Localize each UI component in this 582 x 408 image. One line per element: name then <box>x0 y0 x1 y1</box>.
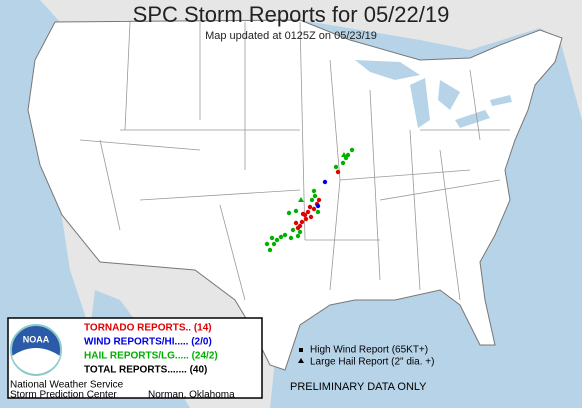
title: SPC Storm Reports for 05/22/19 <box>133 2 450 27</box>
logo-text: NOAA <box>23 334 50 344</box>
state-borders <box>79 21 510 301</box>
agency: National Weather Service <box>10 380 124 391</box>
location: Norman, Oklahoma <box>148 390 235 401</box>
legend-hail: HAIL REPORTS/LG..... (24/2) <box>84 351 218 362</box>
great-lakes <box>355 60 512 128</box>
center: Storm Prediction Center <box>10 390 117 401</box>
notice: PRELIMINARY DATA ONLY <box>290 381 427 393</box>
key-high-wind: High Wind Report (65KT+) <box>310 345 428 356</box>
wind-reports <box>315 179 328 209</box>
high-wind-symbol <box>299 348 303 352</box>
large-hail-symbol <box>298 358 304 363</box>
legend-wind: WIND REPORTS/HI..... (2/0) <box>84 337 212 348</box>
legend-tornado: TORNADO REPORTS.. (14) <box>84 323 212 334</box>
noaa-logo: NOAA <box>10 324 62 376</box>
subtitle: Map updated at 0125Z on 05/23/19 <box>205 30 377 42</box>
hail-reports <box>264 147 355 253</box>
legend-total: TOTAL REPORTS....... (40) <box>84 365 207 376</box>
tornado-reports <box>293 169 341 231</box>
canada <box>0 0 582 120</box>
key-large-hail: Large Hail Report (2" dia. +) <box>310 357 434 368</box>
